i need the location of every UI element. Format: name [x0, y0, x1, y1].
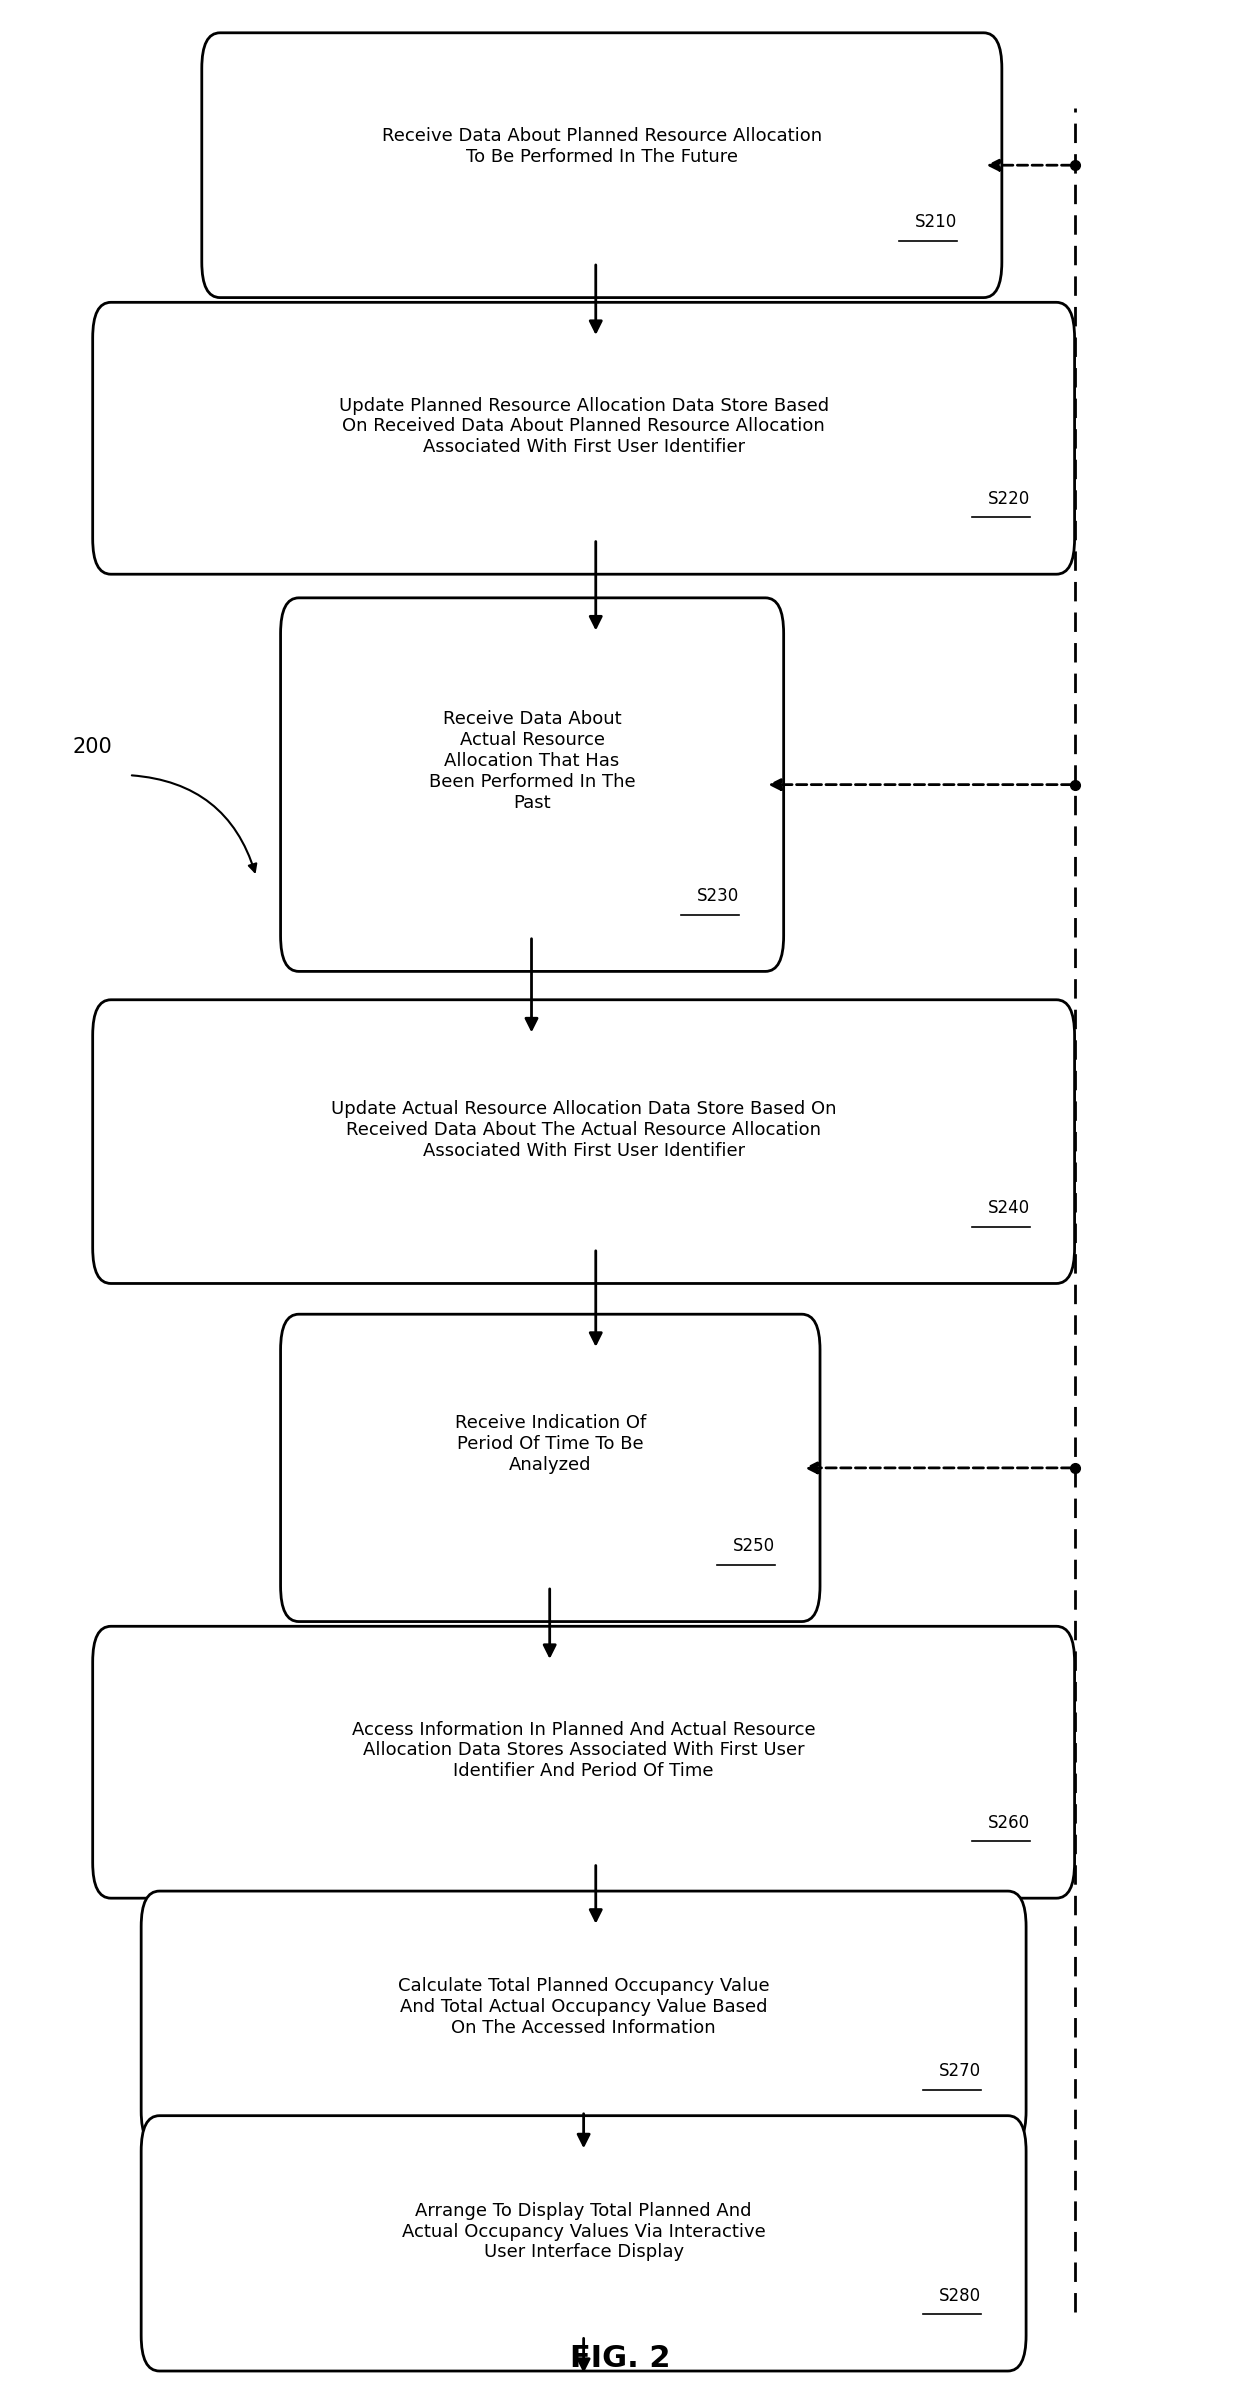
FancyBboxPatch shape	[280, 598, 784, 971]
Text: Calculate Total Planned Occupancy Value
And Total Actual Occupancy Value Based
O: Calculate Total Planned Occupancy Value …	[398, 1978, 770, 2036]
Text: S260: S260	[987, 1813, 1029, 1832]
FancyBboxPatch shape	[93, 301, 1075, 574]
Text: 200: 200	[73, 737, 113, 756]
Text: Access Information In Planned And Actual Resource
Allocation Data Stores Associa: Access Information In Planned And Actual…	[352, 1720, 816, 1780]
FancyBboxPatch shape	[280, 1313, 820, 1622]
FancyBboxPatch shape	[202, 33, 1002, 297]
Text: S230: S230	[697, 887, 739, 904]
Text: S250: S250	[733, 1538, 775, 1555]
Text: Arrange To Display Total Planned And
Actual Occupancy Values Via Interactive
Use: Arrange To Display Total Planned And Act…	[402, 2201, 765, 2260]
Text: Update Actual Resource Allocation Data Store Based On
Received Data About The Ac: Update Actual Resource Allocation Data S…	[331, 1100, 837, 1160]
FancyBboxPatch shape	[93, 1627, 1075, 1899]
FancyBboxPatch shape	[141, 2115, 1025, 2370]
Text: S220: S220	[987, 490, 1029, 507]
Text: S280: S280	[939, 2287, 981, 2306]
Text: S270: S270	[939, 2062, 981, 2081]
FancyBboxPatch shape	[93, 1000, 1075, 1285]
Text: Receive Data About
Actual Resource
Allocation That Has
Been Performed In The
Pas: Receive Data About Actual Resource Alloc…	[429, 710, 635, 811]
Text: Update Planned Resource Allocation Data Store Based
On Received Data About Plann: Update Planned Resource Allocation Data …	[339, 397, 828, 457]
Text: S240: S240	[987, 1198, 1029, 1218]
Text: FIG. 2: FIG. 2	[569, 2344, 671, 2373]
Text: Receive Indication Of
Period Of Time To Be
Analyzed: Receive Indication Of Period Of Time To …	[455, 1414, 646, 1473]
Text: S210: S210	[915, 213, 957, 232]
FancyBboxPatch shape	[141, 1892, 1025, 2146]
Text: Receive Data About Planned Resource Allocation
To Be Performed In The Future: Receive Data About Planned Resource Allo…	[382, 127, 822, 165]
